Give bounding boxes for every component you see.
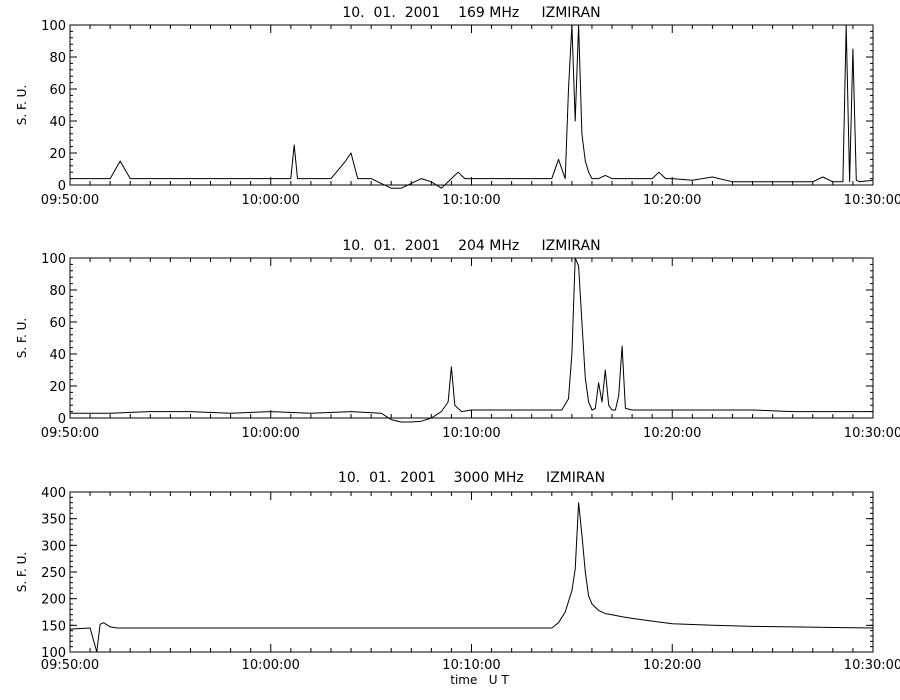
x-tick-label: 10:00:00 [242, 193, 300, 208]
y-tick-label: 100 [41, 646, 66, 661]
y-tick-label: 200 [41, 593, 66, 608]
y-tick-label: 20 [49, 147, 66, 162]
chart-panel-3000mhz: 10. 01. 2001 3000 MHz IZMIRAN S. F. U. 100… [15, 470, 900, 687]
x-tick-label: 10:00:00 [242, 426, 300, 441]
y-tick-label: 80 [49, 284, 66, 299]
chart-panel-169mhz: 10. 01. 2001 169 MHz IZMIRAN S. F. U. 0 20 4… [15, 5, 900, 208]
x-tick-label: 09:50:00 [41, 193, 99, 208]
x-tick-label: 10:00:00 [242, 658, 300, 673]
chart-title: 10. 01. 2001 204 MHz IZMIRAN [342, 238, 600, 254]
y-tick-label: 100 [41, 19, 66, 34]
y-tick-label: 150 [41, 619, 66, 634]
y-tick-label: 300 [41, 539, 66, 554]
y-tick-label: 250 [41, 566, 66, 581]
y-tick-label: 0 [58, 412, 66, 427]
chart-panel-204mhz: 10. 01. 2001 204 MHz IZMIRAN S. F. U. 0 20 4… [15, 238, 900, 441]
x-tick-label: 10:30:00 [844, 426, 900, 441]
y-tick-label: 20 [49, 380, 66, 395]
x-axis-label: time U T [450, 673, 509, 687]
x-tick-label: 09:50:00 [41, 426, 99, 441]
series-line [70, 257, 873, 423]
x-tick-label: 10:10:00 [442, 193, 500, 208]
x-tick-label: 10:20:00 [643, 193, 701, 208]
y-axis-label: S. F. U. [15, 552, 29, 592]
y-tick-label: 60 [49, 316, 66, 331]
x-tick-label: 09:50:00 [41, 658, 99, 673]
plot-frame [69, 257, 874, 419]
y-tick-label: 80 [49, 51, 66, 66]
x-tick-label: 10:20:00 [643, 658, 701, 673]
y-tick-label: 40 [49, 115, 66, 130]
x-tick-label: 10:10:00 [442, 426, 500, 441]
chart-title: 10. 01. 2001 3000 MHz IZMIRAN [338, 470, 605, 486]
x-tick-label: 10:30:00 [844, 658, 900, 673]
x-tick-label: 10:20:00 [643, 426, 701, 441]
y-tick-label: 100 [41, 252, 66, 267]
series-line [69, 502, 874, 653]
y-tick-label: 350 [41, 513, 66, 528]
y-axis-label: S. F. U. [15, 318, 29, 358]
series-line [70, 24, 874, 189]
x-tick-label: 10:30:00 [844, 193, 900, 208]
y-tick-label: 400 [41, 486, 66, 501]
chart-title: 10. 01. 2001 169 MHz IZMIRAN [342, 5, 600, 21]
y-tick-label: 60 [49, 83, 66, 98]
y-axis-label: S. F. U. [15, 85, 29, 125]
x-tick-label: 10:10:00 [442, 658, 500, 673]
y-tick-label: 40 [49, 348, 66, 363]
y-tick-label: 0 [58, 179, 66, 194]
plot-frame [69, 24, 874, 186]
